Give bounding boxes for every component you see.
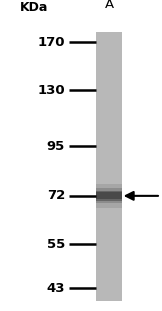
Text: 72: 72: [47, 189, 65, 202]
Bar: [96, 191, 122, 201]
Text: 43: 43: [46, 282, 65, 295]
Text: 55: 55: [47, 238, 65, 251]
Bar: [96, 32, 122, 301]
Text: 170: 170: [37, 35, 65, 49]
Text: A: A: [104, 0, 114, 11]
Text: 95: 95: [47, 140, 65, 153]
Bar: [96, 184, 122, 208]
Bar: [96, 188, 122, 203]
Bar: [96, 193, 122, 199]
Text: 130: 130: [37, 84, 65, 96]
Text: KDa: KDa: [20, 1, 48, 14]
